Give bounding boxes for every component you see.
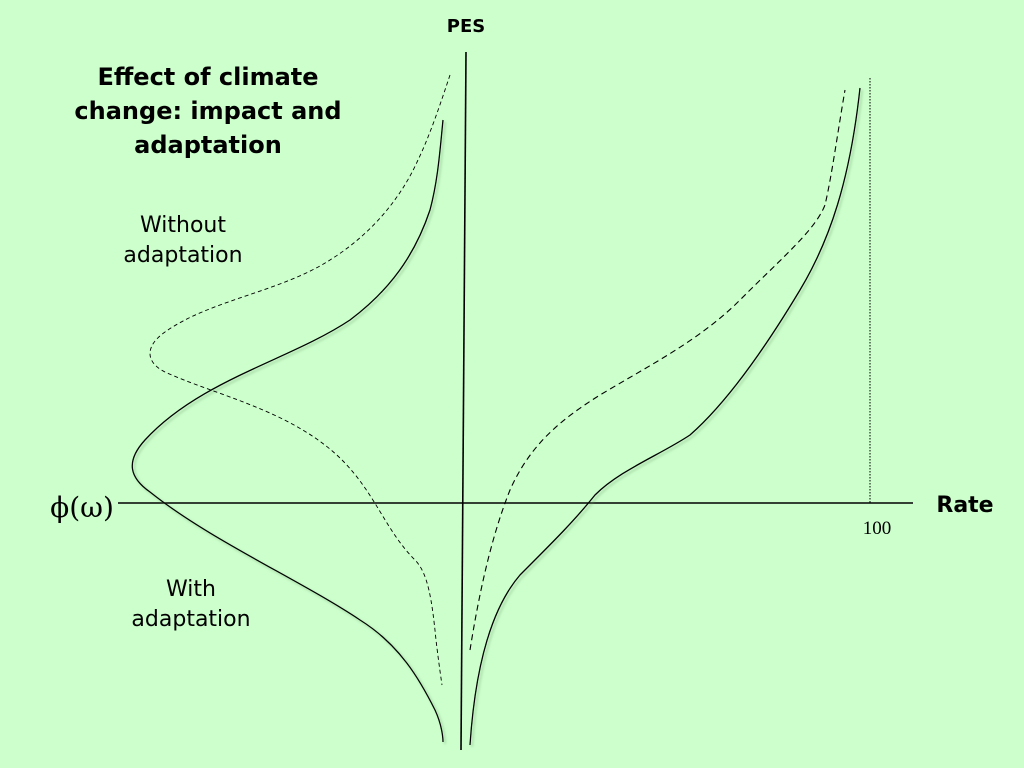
- without-adaptation-distribution-curve: [149, 74, 451, 686]
- diagram-title: Effect of climate change: impact and ada…: [74, 63, 342, 159]
- without-adaptation-rate-curve: [469, 89, 846, 651]
- with-adaptation-label: With adaptation: [131, 577, 251, 632]
- without-adaptation-label: Without adaptation: [123, 213, 243, 268]
- y-axis-label: PES: [446, 16, 486, 37]
- with-adaptation-rate-curve: [469, 87, 861, 746]
- vertical-axis: [460, 51, 467, 751]
- x-axis-label: Rate: [936, 493, 994, 518]
- phi-omega-label: ϕ(ω): [50, 491, 114, 524]
- x-axis-tick-100: 100: [862, 518, 892, 539]
- with-adaptation-distribution-curve: [131, 119, 444, 743]
